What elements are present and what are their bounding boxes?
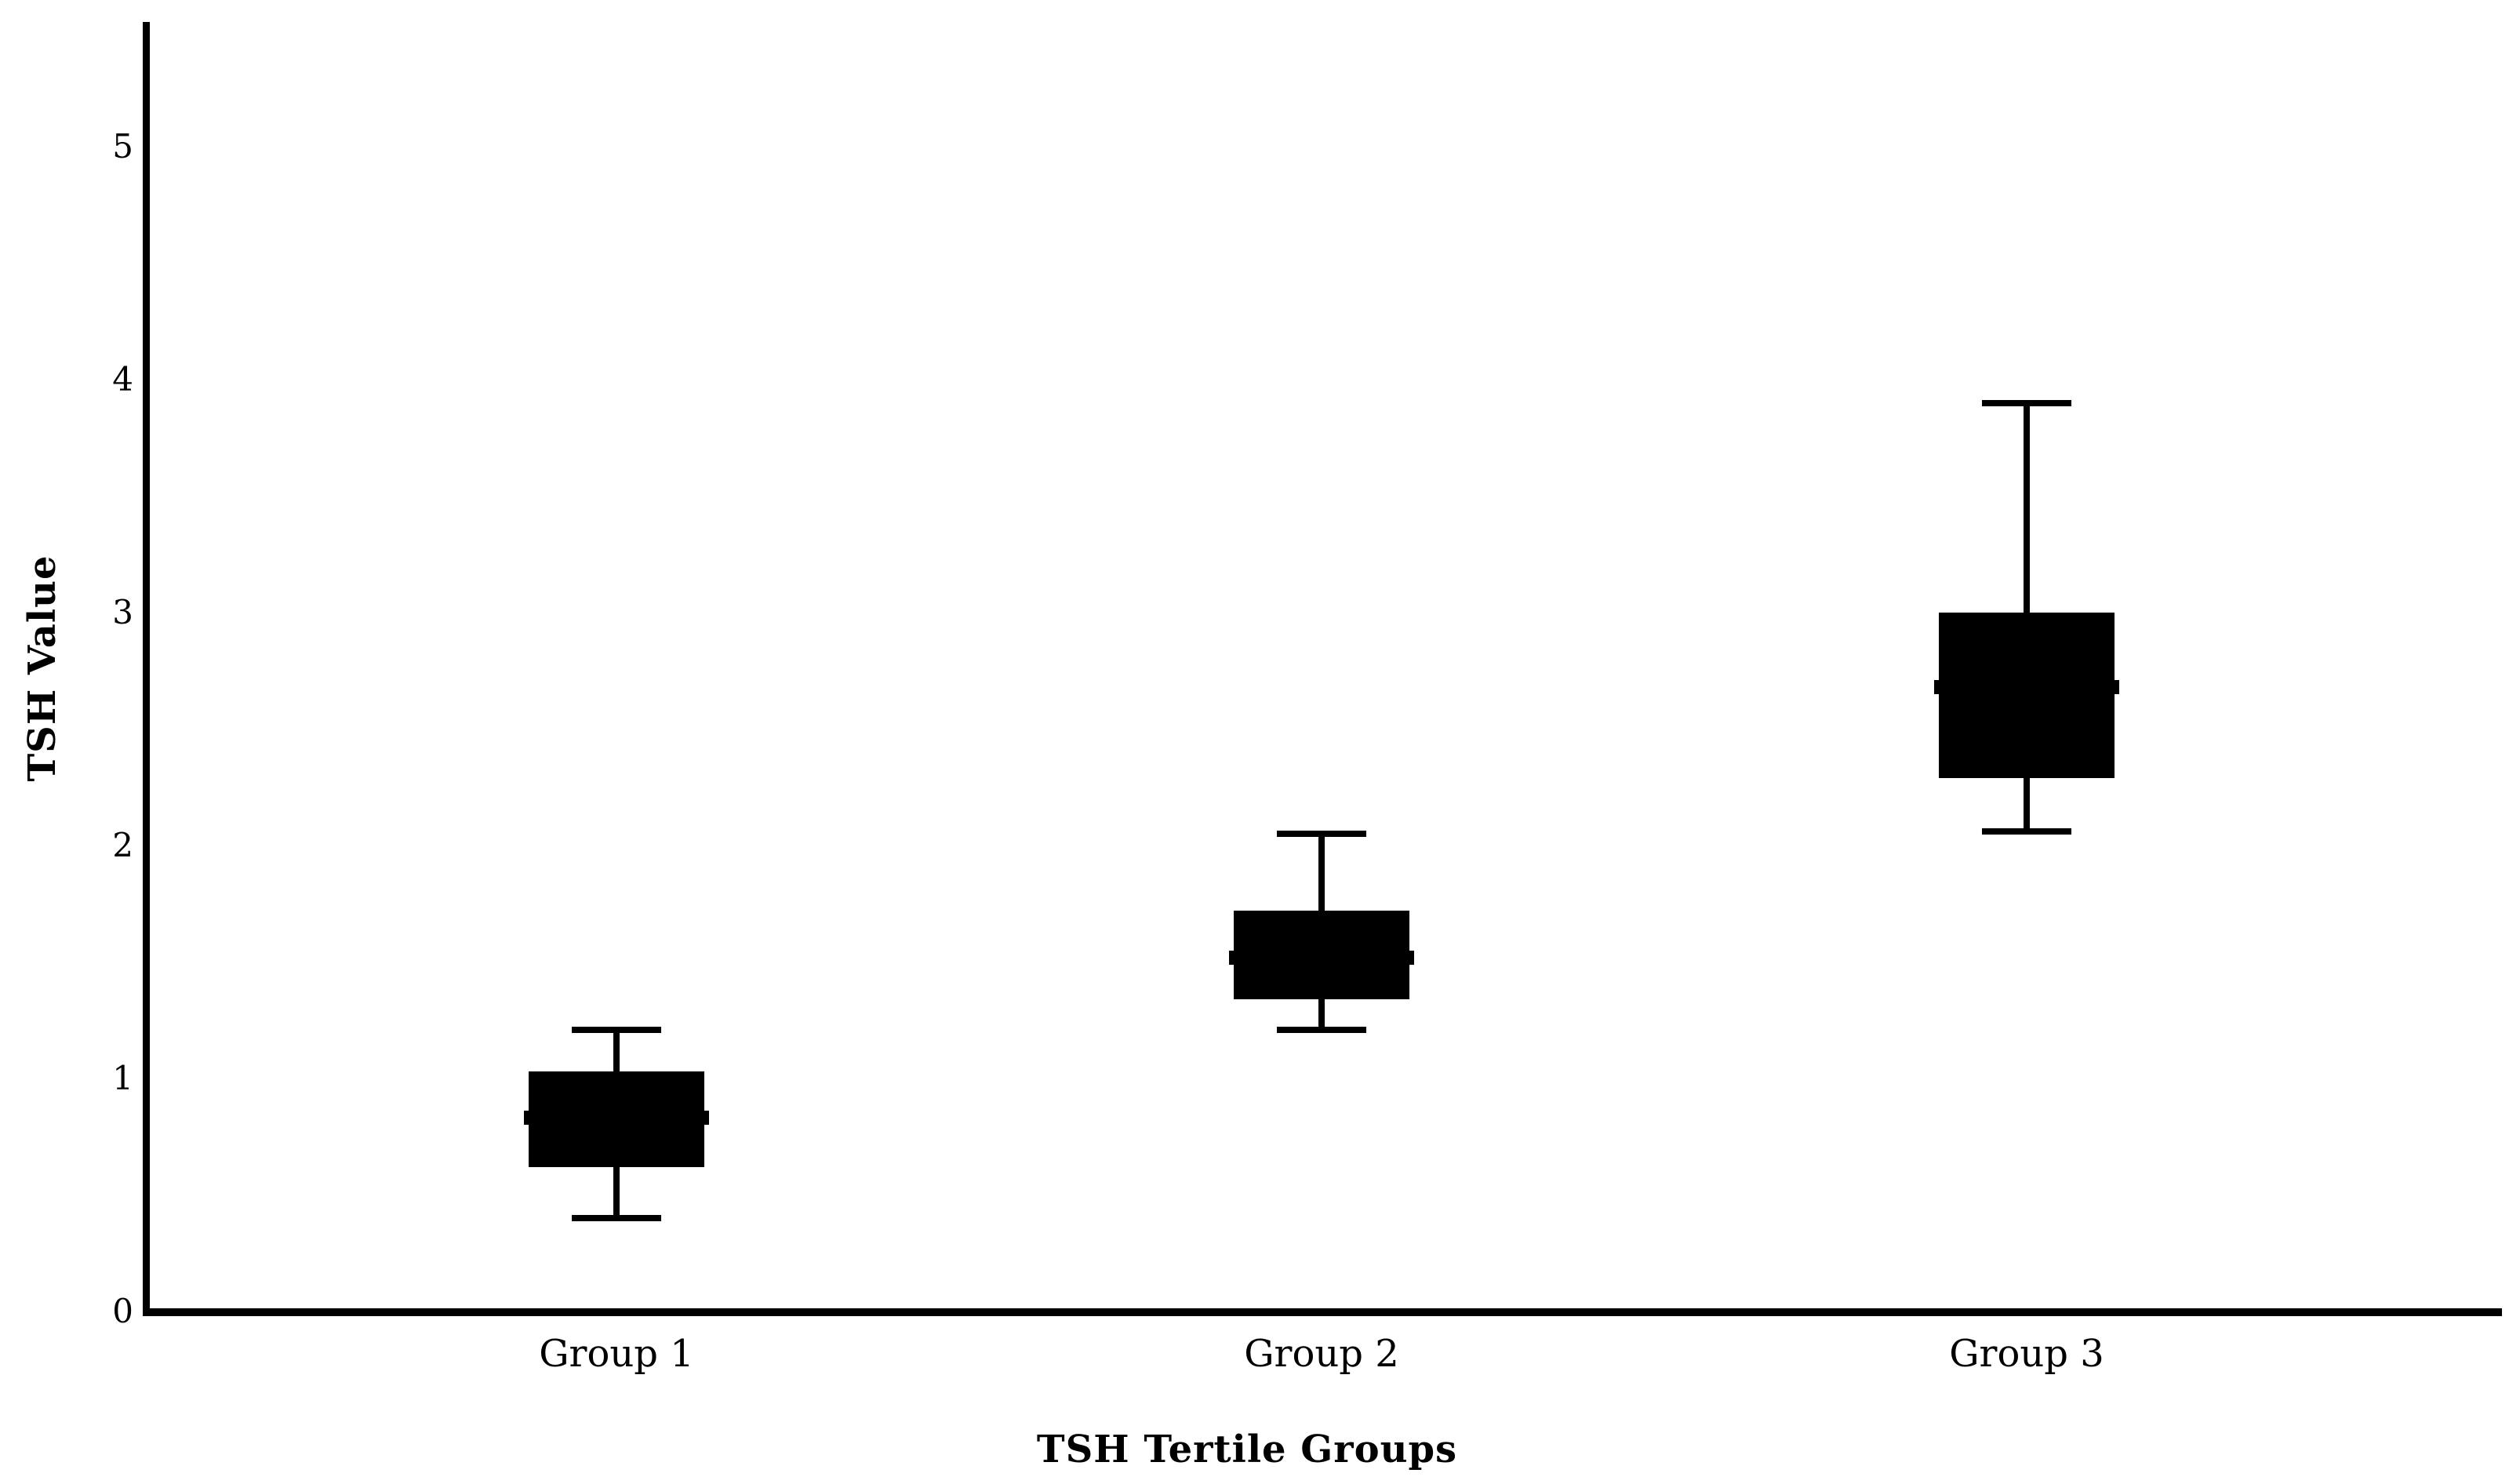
lower-whisker-cap-group-2 (1277, 1027, 1366, 1033)
y-tick-label: 1 (112, 1059, 133, 1097)
y-tick-label: 0 (112, 1292, 133, 1330)
x-category-label-group-2: Group 2 (1244, 1332, 1399, 1376)
box-group-2 (1234, 911, 1409, 999)
x-axis-line (143, 1308, 2502, 1316)
upper-whisker-line-group-3 (2024, 403, 2030, 613)
y-tick-label: 4 (112, 360, 133, 398)
box-group-1 (529, 1071, 704, 1167)
lower-whisker-cap-group-1 (572, 1215, 661, 1221)
y-tick-label: 5 (112, 127, 133, 165)
lower-whisker-line-group-1 (613, 1167, 620, 1218)
box-group-3 (1939, 613, 2115, 778)
y-tick-label: 3 (112, 593, 133, 631)
y-axis-line (143, 22, 150, 1316)
x-axis-title: TSH Tertile Groups (1036, 1428, 1458, 1471)
upper-whisker-line-group-1 (613, 1030, 620, 1071)
x-category-label-group-3: Group 3 (1949, 1332, 2104, 1376)
x-category-label-group-1: Group 1 (539, 1332, 694, 1376)
lower-whisker-line-group-2 (1318, 999, 1325, 1030)
y-tick-label: 2 (112, 826, 133, 864)
lower-whisker-line-group-3 (2024, 778, 2030, 831)
upper-whisker-line-group-2 (1318, 834, 1325, 911)
lower-whisker-cap-group-3 (1982, 828, 2071, 835)
